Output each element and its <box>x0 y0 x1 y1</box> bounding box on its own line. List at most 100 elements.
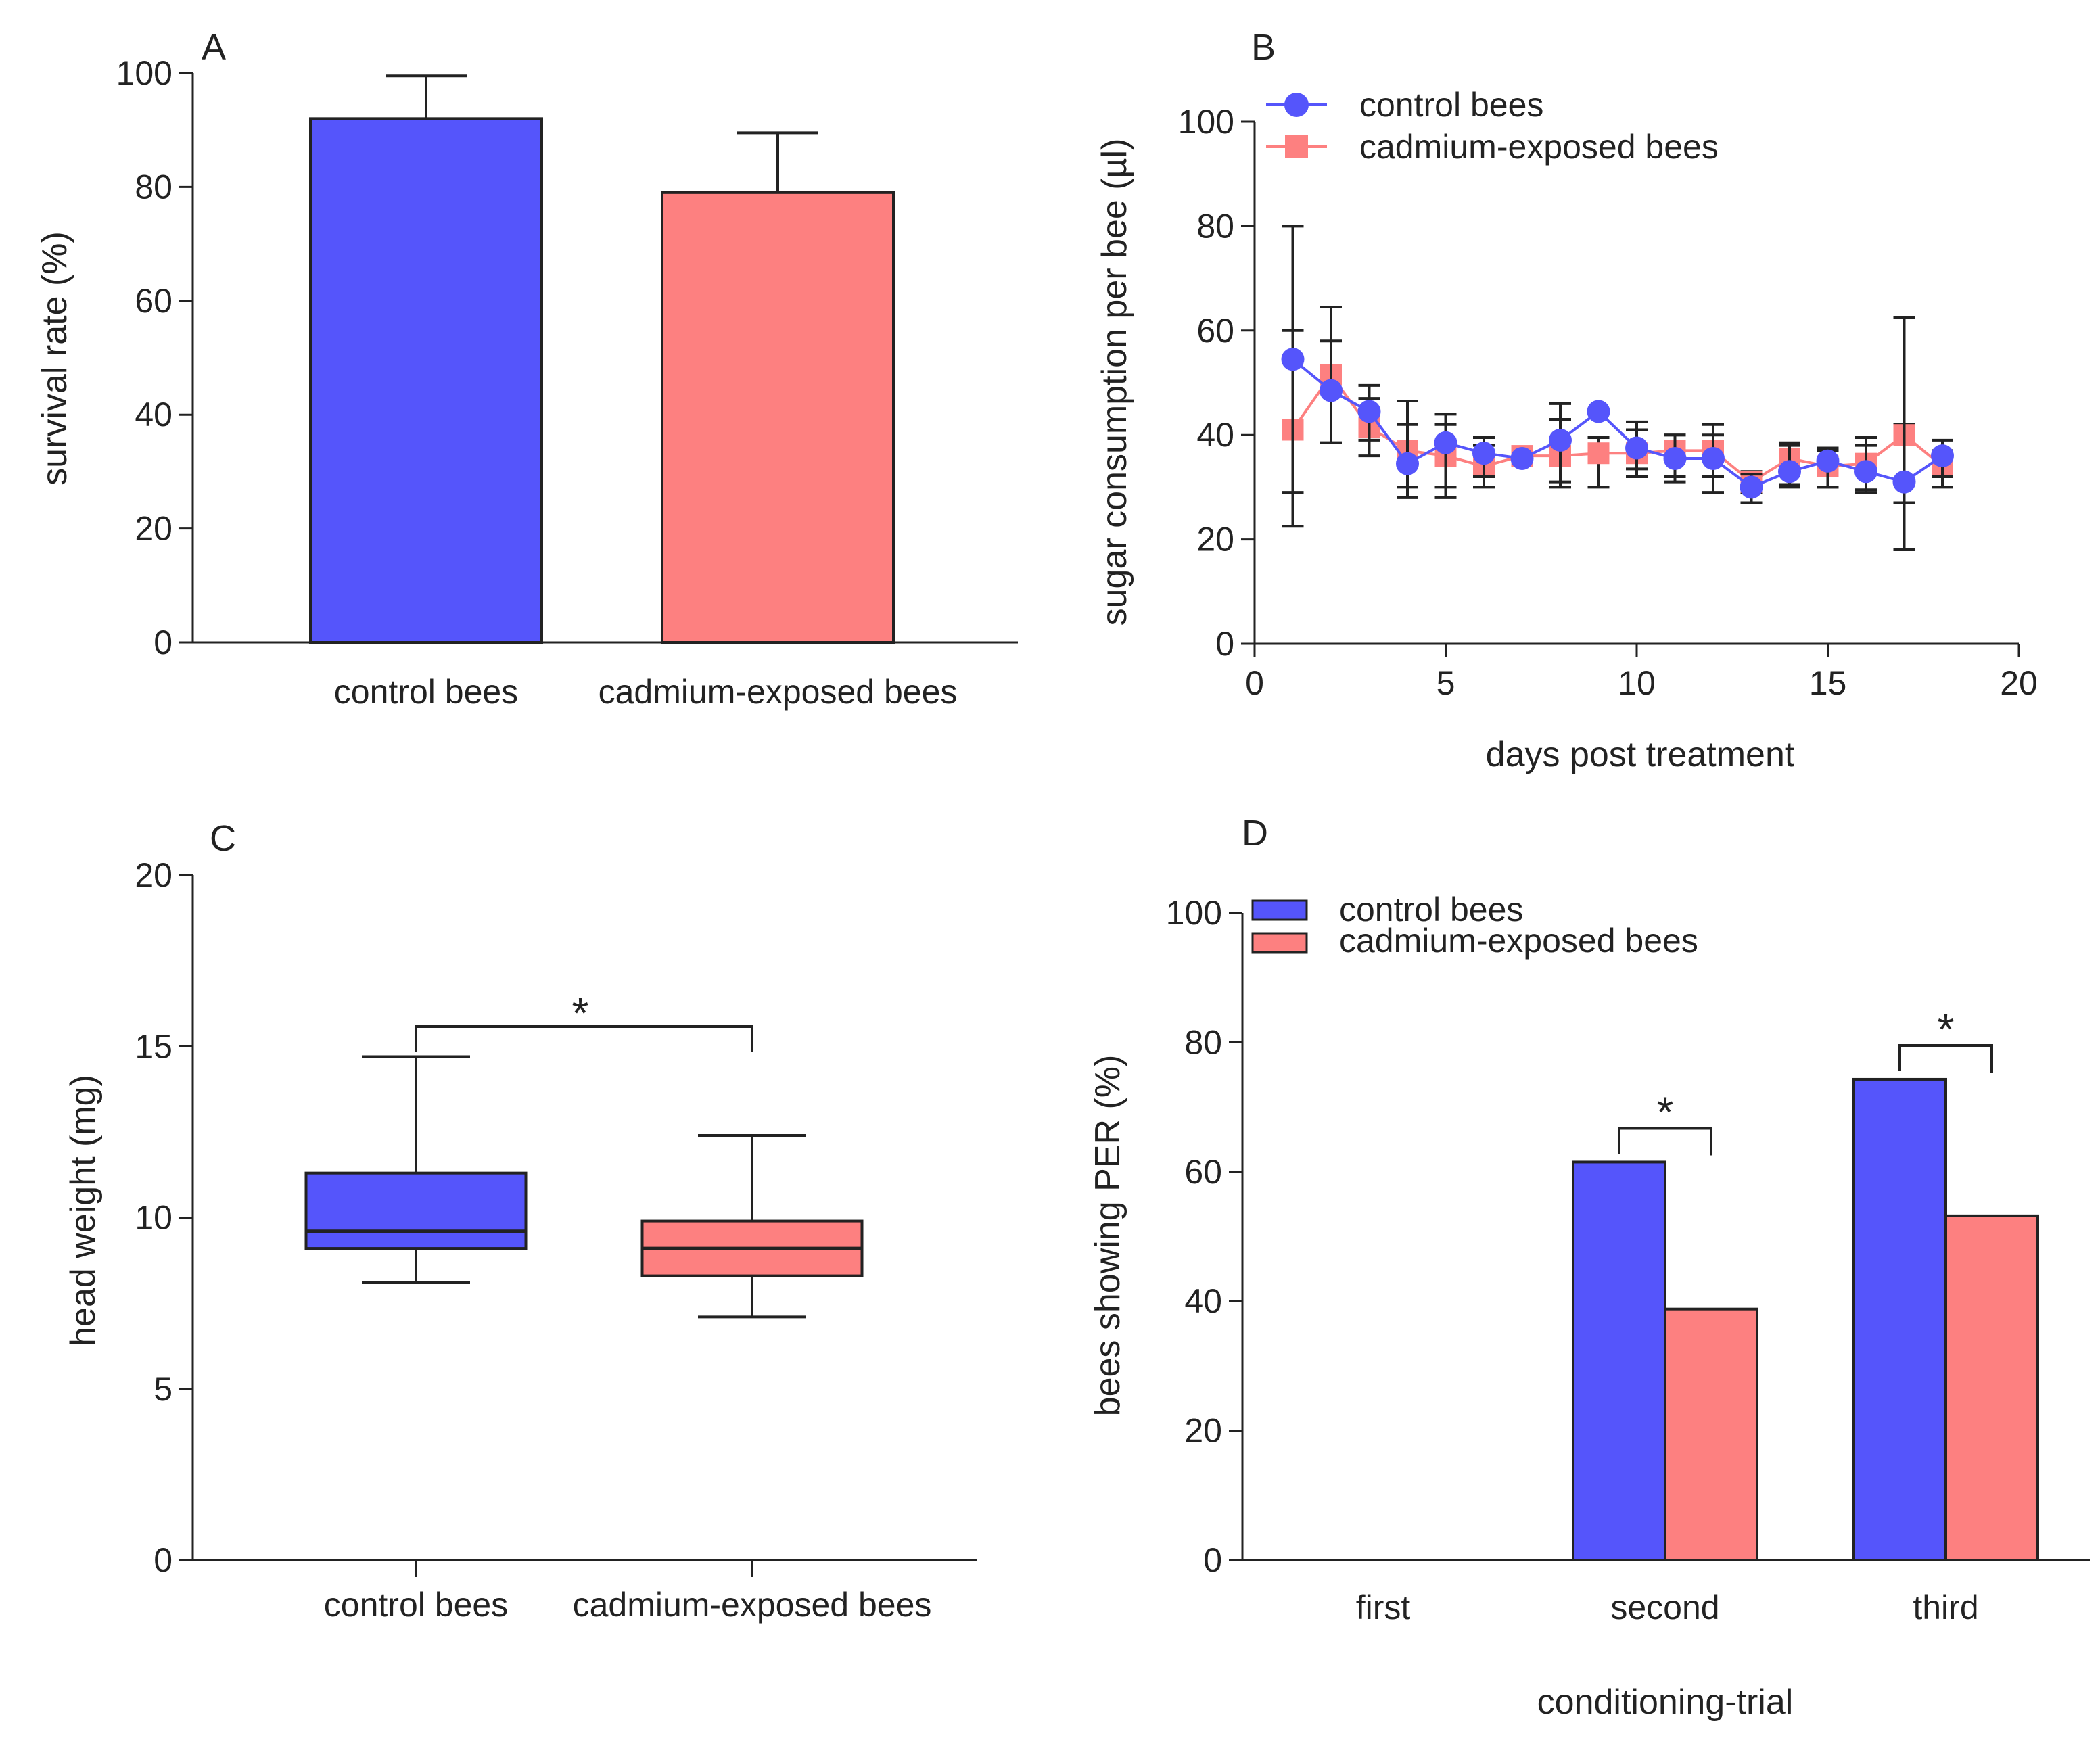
panel-b-y-tick-label: 60 <box>1196 312 1234 350</box>
panel-b-point-control <box>1281 348 1305 371</box>
legend-item-cadmium: cadmium-exposed bees <box>1251 922 1698 960</box>
panel-b-y-tick-label: 20 <box>1196 521 1234 559</box>
panel-b-point-control <box>1357 400 1381 423</box>
panel-b-error-bar <box>1893 316 1915 552</box>
panel-c-head-weight-chart: C head weight (mg) 0 5 10 15 20 control bees… <box>64 818 977 1624</box>
panel-c-box-cadmium-exposed-bees <box>640 1133 864 1319</box>
panel-b-x-tick-label: 10 <box>1618 664 1656 702</box>
panel-c-y-tick-label: 5 <box>154 1370 172 1408</box>
panel-d-y-tick-label: 0 <box>1203 1541 1222 1579</box>
panel-d-y-tick-label: 100 <box>1166 894 1222 932</box>
panel-d-x-axis-label: conditioning-trial <box>1537 1682 1794 1722</box>
panel-b-legend: control bees cadmium-exposed bees <box>1266 86 1719 166</box>
panel-c-y-axis-label: head weight (mg) <box>64 1075 103 1346</box>
panel-b-point-control <box>1892 470 1916 494</box>
panel-a-bar-control-bees <box>309 117 543 644</box>
panel-b-point-control <box>1510 446 1534 470</box>
panel-a-y-tick-label: 40 <box>135 396 172 433</box>
legend-marker-control <box>1284 93 1309 117</box>
panel-a-y-tick-label: 0 <box>154 623 172 661</box>
panel-c-box-control-bees <box>304 1055 528 1284</box>
panel-b-point-control <box>1587 400 1610 423</box>
panel-d-y-tick-label: 80 <box>1184 1023 1222 1061</box>
panel-a-label: A <box>202 27 226 68</box>
panel-b-x-tick-label: 0 <box>1245 664 1264 702</box>
panel-b-sugar-consumption-chart: B sugar consumption per bee (µl) days po… <box>1095 27 2038 774</box>
panel-d-per-chart: D bees showing PER (%) conditioning-tria… <box>1088 813 2090 1722</box>
panel-b-point-control <box>1931 444 1954 468</box>
panel-d-bar-third-control-bees <box>1852 1077 1947 1561</box>
panel-b-y-tick-label: 100 <box>1178 103 1234 141</box>
panel-a-error-bar-control-bees <box>386 74 467 119</box>
panel-b-error-bar <box>1434 413 1457 499</box>
panel-c-category-label: control bees <box>324 1586 508 1624</box>
panel-b-y-tick-label: 40 <box>1196 416 1234 454</box>
panel-c-category-label: cadmium-exposed bees <box>573 1586 932 1624</box>
panel-d-y-axis-label: bees showing PER (%) <box>1088 1055 1127 1417</box>
panel-c-whisker-lower <box>362 1248 470 1284</box>
panel-d-y-tick-label: 20 <box>1184 1412 1222 1450</box>
panel-b-x-tick-label: 15 <box>1809 664 1847 702</box>
panel-b-point-control <box>1472 442 1495 465</box>
panel-c-significance-mark: * <box>572 989 589 1037</box>
panel-b-point-control <box>1434 431 1457 454</box>
legend-swatch-control <box>1251 899 1308 921</box>
panel-d-legend: control bees cadmium-exposed bees <box>1251 891 1698 960</box>
panel-b-error-bar <box>1320 306 1342 444</box>
panel-b-y-axis-label: sugar consumption per bee (µl) <box>1095 139 1134 626</box>
legend-item-cadmium: cadmium-exposed bees <box>1266 128 1719 166</box>
panel-d-bar-second-control-bees <box>1572 1160 1666 1561</box>
panel-a-y-tick-label: 100 <box>116 54 172 92</box>
legend-label-control: control bees <box>1359 86 1543 124</box>
panel-a-y-tick-label: 20 <box>135 510 172 548</box>
panel-d-significance-mark: * <box>1657 1087 1674 1136</box>
legend-label-control: control bees <box>1339 891 1523 928</box>
legend-marker-cadmium <box>1285 135 1308 158</box>
panel-c-y-tick-label: 20 <box>135 856 172 894</box>
legend-item-control: control bees <box>1266 86 1543 124</box>
panel-b-x-axis-label: days post treatment <box>1486 735 1795 774</box>
panel-d-category-label: first <box>1356 1588 1411 1626</box>
legend-label-cadmium: cadmium-exposed bees <box>1359 128 1719 166</box>
panel-b-y-tick-label: 80 <box>1196 207 1234 245</box>
legend-swatch-cadmium <box>1251 932 1308 954</box>
panel-b-point-cadmium <box>1587 442 1610 465</box>
panel-b-point-control <box>1740 475 1763 499</box>
panel-a-y-tick-label: 60 <box>135 282 172 320</box>
panel-d-label: D <box>1242 813 1268 853</box>
panel-c-bracket-line <box>415 1025 753 1052</box>
panel-b-error-bar <box>1397 400 1418 499</box>
panel-a-survival-chart: A survival rate (%) 0 20 40 60 80 100 control… <box>35 27 1018 711</box>
panel-b-point-control <box>1778 460 1801 484</box>
panel-c-whisker-upper <box>698 1133 806 1221</box>
panel-b-point-control <box>1663 446 1687 470</box>
panel-a-bar-cadmium-exposed-bees <box>661 191 895 644</box>
panel-d-y-tick-label: 40 <box>1184 1282 1222 1320</box>
panel-c-whisker-upper <box>362 1055 470 1173</box>
panel-c-whisker-lower <box>698 1275 806 1319</box>
panel-b-point-control <box>1320 379 1343 402</box>
panel-a-y-tick-label: 80 <box>135 168 172 206</box>
panel-c-label: C <box>210 818 236 859</box>
panel-c-y-tick-label: 0 <box>154 1541 172 1579</box>
panel-d-significance-mark: * <box>1938 1005 1955 1054</box>
panel-b-point-control <box>1625 436 1648 460</box>
legend-item-control: control bees <box>1251 891 1523 928</box>
panel-c-y-tick-label: 15 <box>135 1027 172 1065</box>
panel-d-bracket-line <box>1618 1127 1712 1156</box>
panel-b-series-control-bees <box>1281 225 1954 552</box>
panel-a-error-bar-cadmium-exposed-bees <box>737 131 818 193</box>
panel-a-category-label: cadmium-exposed bees <box>599 673 958 711</box>
panel-c-significance-bracket: * <box>415 989 753 1052</box>
panel-d-bracket-line <box>1898 1043 1993 1073</box>
panel-d-significance-third: * <box>1898 1005 1993 1073</box>
panel-b-point-control <box>1702 446 1725 470</box>
panel-d-category-label: second <box>1610 1588 1719 1626</box>
panel-b-point-control <box>1396 452 1419 475</box>
legend-label-cadmium: cadmium-exposed bees <box>1339 922 1698 960</box>
panel-b-x-tick-label: 20 <box>2000 664 2038 702</box>
panel-a-category-label: control bees <box>334 673 518 711</box>
panel-b-y-tick-label: 0 <box>1215 625 1234 663</box>
panel-d-y-tick-label: 60 <box>1184 1153 1222 1191</box>
